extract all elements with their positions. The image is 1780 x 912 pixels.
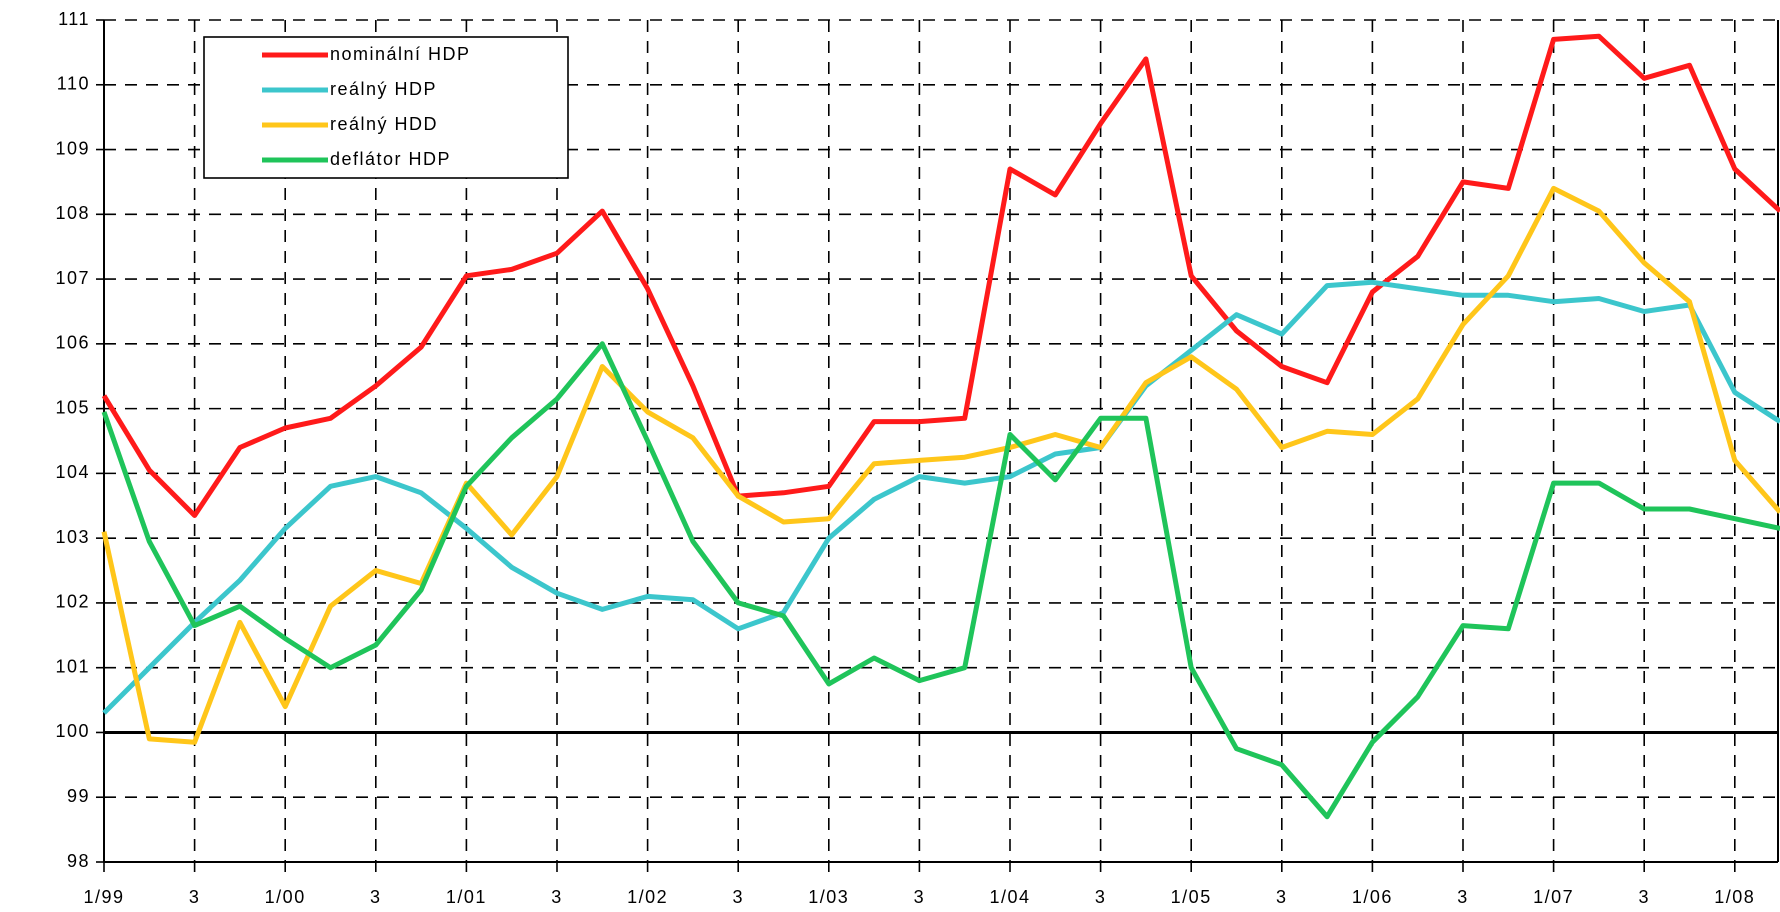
y-tick-label: 106: [55, 333, 90, 353]
y-tick-label: 100: [55, 721, 90, 741]
x-tick-label: 1/01: [446, 887, 487, 907]
legend-label: reálný HDP: [330, 79, 437, 99]
series-line: [101, 185, 1780, 745]
x-tick-label: 3: [370, 887, 382, 907]
x-tick-label: 1/04: [989, 887, 1030, 907]
x-tick-label: 3: [1095, 887, 1107, 907]
x-tick-label: 3: [189, 887, 201, 907]
y-tick-label: 98: [67, 851, 90, 871]
y-tick-label: 108: [55, 203, 90, 223]
y-tick-label: 110: [57, 74, 90, 94]
series-line: [102, 279, 1780, 715]
series-line: [101, 341, 1780, 820]
legend-label: deflátor HDP: [330, 149, 451, 169]
legend-label: reálný HDD: [330, 114, 438, 134]
legend-box: [203, 36, 569, 179]
y-tick-label: 107: [55, 268, 90, 288]
x-tick-label: 1/05: [1171, 887, 1212, 907]
x-tick-label: 3: [1638, 887, 1650, 907]
y-tick-label: 109: [55, 138, 90, 158]
x-tick-label: 1/07: [1533, 887, 1574, 907]
x-tick-label: 3: [732, 887, 744, 907]
y-tick-label: 104: [55, 462, 90, 482]
y-tick-label: 105: [55, 397, 90, 417]
x-tick-label: 3: [1457, 887, 1469, 907]
y-tick-label: 101: [55, 656, 90, 676]
y-tick-label: 103: [55, 527, 90, 547]
x-tick-label: 3: [914, 887, 926, 907]
legend: nominální HDP reálný HDP reálný HDD defláto…: [203, 36, 569, 179]
x-tick-label: 1/03: [808, 887, 849, 907]
y-tick-label: 102: [55, 592, 90, 612]
x-tick-label: 1/02: [627, 887, 668, 907]
x-tick-label: 3: [1276, 887, 1288, 907]
x-tick-label: 1/08: [1714, 887, 1755, 907]
y-tick-label: 99: [67, 786, 90, 806]
legend-label: nominální HDP: [330, 44, 471, 64]
x-tick-label: 1/99: [83, 887, 124, 907]
x-tick-label: 1/06: [1352, 887, 1393, 907]
x-tick-label: 3: [551, 887, 563, 907]
x-tick-label: 1/00: [265, 887, 306, 907]
series-line: [101, 33, 1780, 518]
y-tick-label: 111: [58, 9, 90, 29]
